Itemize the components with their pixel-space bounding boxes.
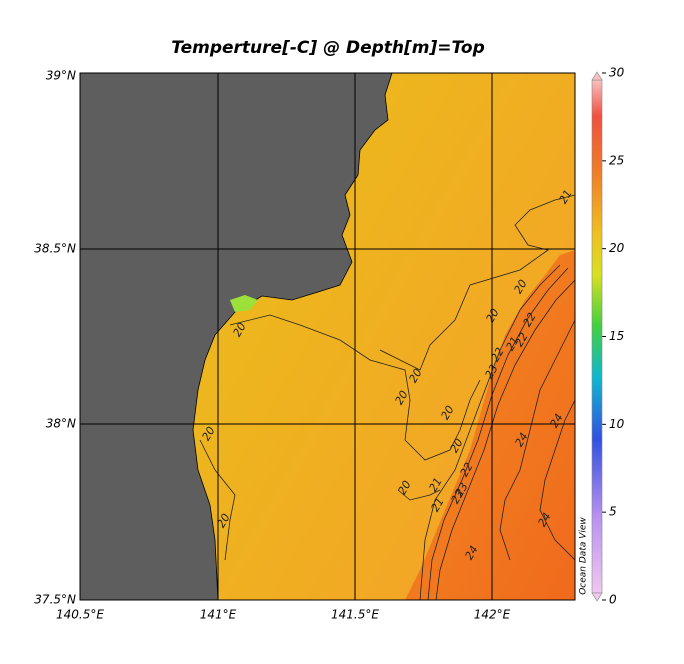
lat-tick-label: 37.5°N [34,593,76,607]
map-title: Temperture[-C] @ Depth[m]=Top [171,38,485,58]
lon-tick-label: 141.5°E [331,608,379,622]
contour-label: 24 [462,543,480,562]
lon-tick-label: 141°E [200,608,237,622]
contour-label: 22 [488,345,506,364]
contour-label: 21 [426,475,444,494]
contour-label: 22 [457,460,475,479]
map-frame [79,72,576,601]
contours [199,194,575,600]
colorbar-tick-label: 15 [609,329,624,343]
colorbar-arrow-top [591,71,603,81]
contour-label: 20 [392,388,410,407]
contour-label: 20 [406,366,424,385]
contour-label: 21 [428,495,446,514]
contour-label: 20 [438,403,456,422]
contour-label: 20 [230,320,248,339]
graticule [80,73,575,600]
contour-label: 22 [520,310,538,329]
contour-label: 22 [512,330,530,349]
contour-label: 20 [395,478,413,497]
colorbar-tick-label: 10 [609,417,625,431]
contour-label: 20 [511,277,529,296]
lon-tick-label: 140.5°E [56,608,104,622]
colorbar [591,79,603,594]
contour-label: 23 [448,487,466,506]
lat-tick-label: 38.5°N [34,242,76,256]
contour-label: 24 [535,510,553,529]
cold-patch [230,295,258,312]
contour-label: 21 [503,334,521,353]
contour-label: 24 [512,430,530,449]
colorbar-tick-label: 20 [609,241,625,255]
contour-label: 21 [556,187,574,206]
colorbar-tick-label: 30 [609,66,625,80]
contour-label: 20 [447,436,465,455]
colorbar-arrow-bottom [591,592,603,602]
lat-tick-label: 39°N [46,69,76,83]
watermark: Ocean Data View [579,517,589,595]
contour-label: 24 [547,411,565,430]
lon-tick-label: 142°E [474,608,511,622]
colorbar-tick-label: 0 [609,593,617,607]
contour-label: 20 [199,424,217,443]
colorbar-tick-label: 5 [609,505,617,519]
contour-label: 23 [452,480,470,499]
colorbar-tick-label: 25 [609,153,624,167]
land [80,73,393,600]
contour-label: 20 [483,306,501,325]
lat-tick-label: 38°N [46,417,76,431]
contour-label: 20 [214,511,232,530]
